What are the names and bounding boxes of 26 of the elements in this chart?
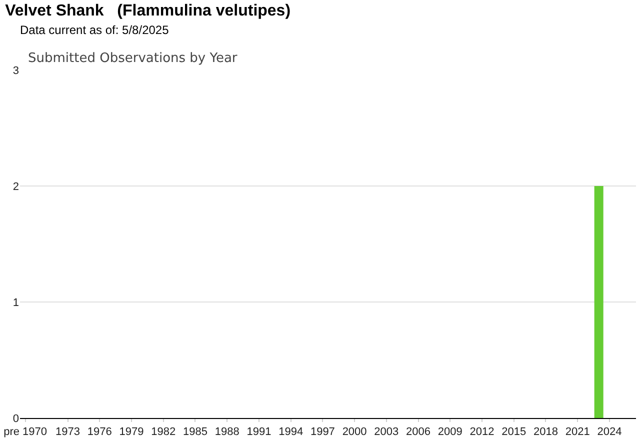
x-tick-label: 1988 — [214, 426, 240, 438]
x-tick-label: 1979 — [119, 426, 144, 438]
y-tick-label: 1 — [12, 296, 19, 309]
x-tick-label: 2003 — [374, 426, 399, 438]
x-tick-label: 1985 — [183, 426, 208, 438]
x-tick-label: 1997 — [310, 426, 335, 438]
chart-subtitle: Data current as of: 5/8/2025 — [20, 23, 170, 37]
x-tick-label: 2021 — [565, 426, 590, 438]
text: Submitted Observations by Year — [28, 51, 238, 66]
x-tick-label: 1991 — [246, 426, 272, 438]
x-tick-label: 2024 — [597, 426, 622, 438]
y-tick-label: 0 — [12, 412, 19, 425]
x-tick-label: 2015 — [502, 426, 526, 438]
x-tick-label: 1994 — [278, 426, 304, 438]
chart-title: Velvet Shank (Flammulina velutipes) — [5, 2, 291, 20]
x-tick-label: 2009 — [438, 426, 462, 438]
x-tick-label: 1973 — [56, 426, 80, 438]
x-tick-label: 1982 — [151, 426, 176, 438]
x-tick-label: pre 1970 — [4, 426, 48, 438]
x-tick-label: 1976 — [87, 426, 112, 438]
x-tick-label: 2012 — [470, 426, 494, 438]
x-tick-label: 2018 — [533, 426, 558, 438]
y-tick-label: 3 — [12, 64, 19, 77]
y-tick-label: 2 — [12, 180, 19, 193]
x-tick-label: 2000 — [342, 426, 367, 438]
x-tick-label: 2006 — [406, 426, 431, 438]
